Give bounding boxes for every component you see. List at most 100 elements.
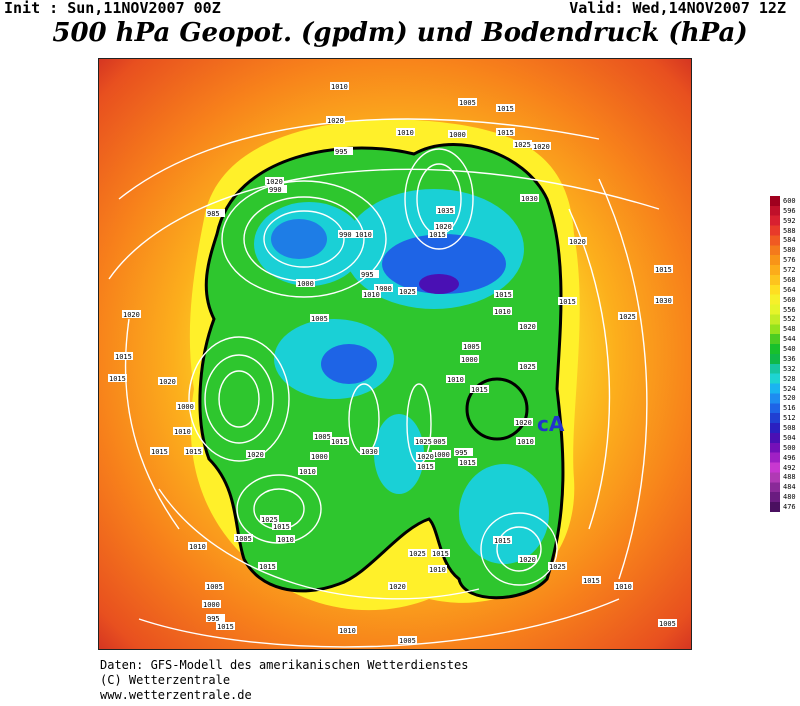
scale-label: 484 xyxy=(783,483,796,492)
isobar-label-bg xyxy=(568,237,587,245)
isobar-label: 1015 xyxy=(185,448,202,456)
isobar-label: 1015 xyxy=(429,231,446,239)
scale-label: 592 xyxy=(783,216,796,225)
scale-label: 508 xyxy=(783,424,796,433)
scale-label: 548 xyxy=(783,325,796,334)
isobar-label-bg xyxy=(446,375,465,383)
isobar-label: 1015 xyxy=(497,105,514,113)
isobar-label: 1000 xyxy=(203,601,220,609)
scale-label: 580 xyxy=(783,246,796,255)
isobar-label-bg xyxy=(431,549,450,557)
isobar-label-bg xyxy=(330,437,349,445)
isobar-label: 990 xyxy=(339,231,352,239)
isobar-label-bg xyxy=(184,447,203,455)
isobar-label: 1015 xyxy=(583,577,600,585)
init-time: Init : Sun,11NOV2007 00Z xyxy=(4,0,221,17)
isobar-label-bg xyxy=(206,614,225,622)
scale-label: 584 xyxy=(783,236,796,245)
isobar-label-bg xyxy=(114,352,133,360)
isobar-label: 995 xyxy=(361,271,374,279)
scale-label: 488 xyxy=(783,473,796,482)
isobar-label-bg xyxy=(205,582,224,590)
scale-label: 512 xyxy=(783,414,796,423)
isobar-label: 1005 xyxy=(463,343,480,351)
isobar-label-bg xyxy=(448,130,467,138)
isobar-label: 1020 xyxy=(519,556,536,564)
isobar-label: 1015 xyxy=(417,463,434,471)
footer-copyright: (C) Wetterzentrale xyxy=(100,673,231,687)
isobar-label: 1000 xyxy=(375,285,392,293)
isobar-label: 1035 xyxy=(437,207,454,215)
isobar-label: 1000 xyxy=(297,280,314,288)
isobar-label: 1020 xyxy=(569,238,586,246)
isobar-label: 1020 xyxy=(247,451,264,459)
isobar-label-bg xyxy=(496,104,515,112)
isobar-label: 1025 xyxy=(409,550,426,558)
isobar-label-bg xyxy=(362,290,381,298)
scale-label: 600 xyxy=(783,196,796,205)
isobar-label: 1015 xyxy=(331,438,348,446)
isobar-label: 1010 xyxy=(331,83,348,91)
isobar-label-bg xyxy=(513,140,532,148)
low-core-2-inner xyxy=(382,234,506,294)
isobar-label-bg xyxy=(206,209,225,217)
isobar-label: 1010 xyxy=(447,376,464,384)
isobar-label: 1020 xyxy=(533,143,550,151)
isobar-label: 1000 xyxy=(433,451,450,459)
isobar-label-bg xyxy=(518,322,537,330)
isobar-label-bg xyxy=(298,467,317,475)
scale-label: 572 xyxy=(783,266,796,275)
isobar-label-bg xyxy=(494,290,513,298)
isobar-label: 1015 xyxy=(655,266,672,274)
isobar-label: 1030 xyxy=(361,448,378,456)
isobar-label: 1025 xyxy=(514,141,531,149)
isobar-label: 1030 xyxy=(655,297,672,305)
isobar-label: 1030 xyxy=(521,195,538,203)
scale-label: 556 xyxy=(783,305,796,314)
isobar-label: 1015 xyxy=(259,563,276,571)
scale-label: 564 xyxy=(783,285,796,294)
valid-time: Valid: Wed,14NOV2007 12Z xyxy=(569,0,786,17)
isobar-label-bg xyxy=(514,418,533,426)
isobar-label-bg xyxy=(330,82,349,90)
isobar-label-bg xyxy=(268,185,287,193)
footer-data-source: Daten: GFS-Modell des amerikanischen Wet… xyxy=(100,658,469,672)
isobar-label: 1005 xyxy=(659,620,676,628)
isobar-label: 995 xyxy=(207,615,220,623)
isobar-label: 1000 xyxy=(311,453,328,461)
isobar-label: 1005 xyxy=(399,637,416,645)
scale-label: 492 xyxy=(783,463,796,472)
scale-label: 568 xyxy=(783,275,796,284)
isobar-label: 1005 xyxy=(429,438,446,446)
isobar-label-bg xyxy=(216,622,235,630)
isobar-label-bg xyxy=(398,636,417,644)
color-scale-bar xyxy=(770,196,780,512)
scale-label: 500 xyxy=(783,443,796,452)
isobar-label: 1010 xyxy=(494,308,511,316)
isobar-label: 1020 xyxy=(123,311,140,319)
low-core-4 xyxy=(459,464,549,564)
isobar-label-bg xyxy=(188,542,207,550)
isobar-label-bg xyxy=(614,582,633,590)
isobar-label: 1015 xyxy=(273,523,290,531)
isobar-label-bg xyxy=(360,270,379,278)
isobar-label: 1010 xyxy=(429,566,446,574)
isobar-label-bg xyxy=(458,458,477,466)
isobar-label-bg xyxy=(516,437,535,445)
scale-label: 480 xyxy=(783,493,796,502)
scale-label: 520 xyxy=(783,394,796,403)
weather-map: cA 1015 1010 1020 1005 1000 1015 1025 1030 1020 9… xyxy=(98,58,692,650)
footer: Daten: GFS-Modell des amerikanischen Wet… xyxy=(100,658,468,703)
isobar-label: 1010 xyxy=(355,231,372,239)
isobar-label-bg xyxy=(276,535,295,543)
isobar-label-bg xyxy=(493,536,512,544)
isobar-label-bg xyxy=(202,600,221,608)
isobar-label-bg xyxy=(150,447,169,455)
isobar-label: 1015 xyxy=(151,448,168,456)
isobar-label-bg xyxy=(310,452,329,460)
isobar-label-bg xyxy=(520,194,539,202)
isobar-label-bg xyxy=(260,515,279,523)
isobar-label: 985 xyxy=(207,210,220,218)
